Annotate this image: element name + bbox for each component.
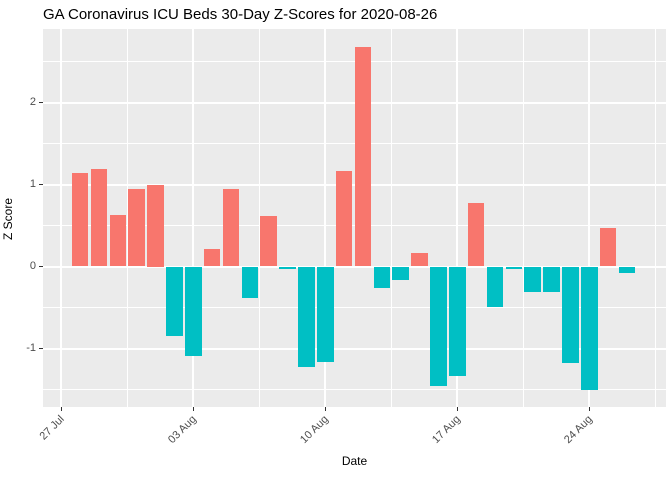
major-gridline-v: [588, 29, 591, 407]
bar-2020-07-30: [109, 214, 127, 267]
bar-2020-08-10: [317, 266, 334, 362]
y-tick-label: 2: [29, 96, 36, 108]
y-axis-title: Z Score: [1, 198, 15, 241]
x-tick-label: 17 Aug: [430, 413, 464, 447]
y-tick-label: 0: [29, 260, 36, 272]
bar-2020-08-22: [543, 266, 560, 292]
bar-2020-08-15: [411, 252, 428, 267]
bar-2020-08-12: [354, 46, 372, 267]
major-gridline-v: [456, 29, 459, 407]
minor-gridline-v: [654, 29, 656, 407]
bar-2020-08-08: [279, 266, 296, 269]
x-tick-label: 24 Aug: [562, 413, 596, 447]
minor-gridline-h: [43, 225, 666, 226]
bar-2020-07-29: [90, 168, 108, 267]
bar-2020-08-14: [392, 266, 410, 281]
major-gridline-h: [43, 101, 666, 104]
x-tick-mark: [588, 407, 590, 411]
minor-gridline-v: [522, 29, 524, 407]
minor-gridline-h: [43, 307, 666, 308]
bar-2020-08-01: [147, 184, 164, 267]
bar-2020-08-06: [241, 266, 259, 298]
x-tick-mark: [324, 407, 326, 411]
chart-title: GA Coronavirus ICU Beds 30-Day Z-Scores …: [43, 6, 438, 23]
minor-gridline-v: [126, 29, 128, 407]
y-tick-label: 1: [29, 178, 36, 190]
major-gridline-h: [43, 347, 666, 350]
plot-panel: [43, 29, 666, 407]
x-tick-mark: [456, 407, 458, 411]
bar-2020-08-25: [599, 227, 617, 267]
bar-2020-07-31: [128, 188, 146, 267]
bar-2020-07-28: [71, 173, 89, 267]
bar-2020-08-07: [260, 215, 278, 267]
minor-gridline-h: [43, 143, 666, 144]
y-tick-mark: [39, 266, 43, 267]
y-tick-mark: [39, 184, 43, 185]
bar-2020-08-20: [505, 266, 523, 269]
major-gridline-h: [43, 265, 666, 268]
bar-2020-08-05: [222, 188, 240, 267]
major-gridline-v: [60, 29, 63, 407]
bar-2020-08-16: [430, 266, 447, 387]
bar-2020-08-13: [373, 266, 391, 288]
bar-2020-08-04: [203, 249, 221, 267]
x-tick-mark: [60, 407, 62, 411]
x-tick-label: 27 Jul: [37, 413, 68, 443]
x-axis-title: Date: [341, 454, 368, 468]
y-tick-mark: [39, 348, 43, 349]
bar-2020-08-23: [562, 266, 579, 364]
bar-2020-08-24: [581, 266, 598, 391]
minor-gridline-h: [43, 61, 666, 62]
minor-gridline-v: [258, 29, 260, 407]
bar-2020-08-11: [335, 170, 353, 267]
y-tick-label: -1: [26, 342, 36, 354]
x-tick-label: 10 Aug: [298, 413, 332, 447]
bar-2020-08-26: [618, 266, 636, 274]
minor-gridline-h: [43, 389, 666, 390]
bar-2020-08-19: [486, 266, 504, 307]
minor-gridline-v: [390, 29, 392, 407]
x-tick-label: 03 Aug: [166, 413, 200, 447]
y-tick-mark: [39, 102, 43, 103]
major-gridline-v: [192, 29, 195, 407]
x-tick-mark: [192, 407, 194, 411]
bar-2020-08-21: [524, 266, 542, 292]
major-gridline-h: [43, 183, 666, 186]
bar-2020-08-09: [298, 266, 315, 368]
major-gridline-v: [324, 29, 327, 407]
bar-2020-08-18: [467, 203, 485, 267]
bar-2020-08-17: [449, 266, 466, 376]
bar-2020-08-02: [166, 266, 183, 337]
bar-2020-08-03: [185, 266, 202, 356]
